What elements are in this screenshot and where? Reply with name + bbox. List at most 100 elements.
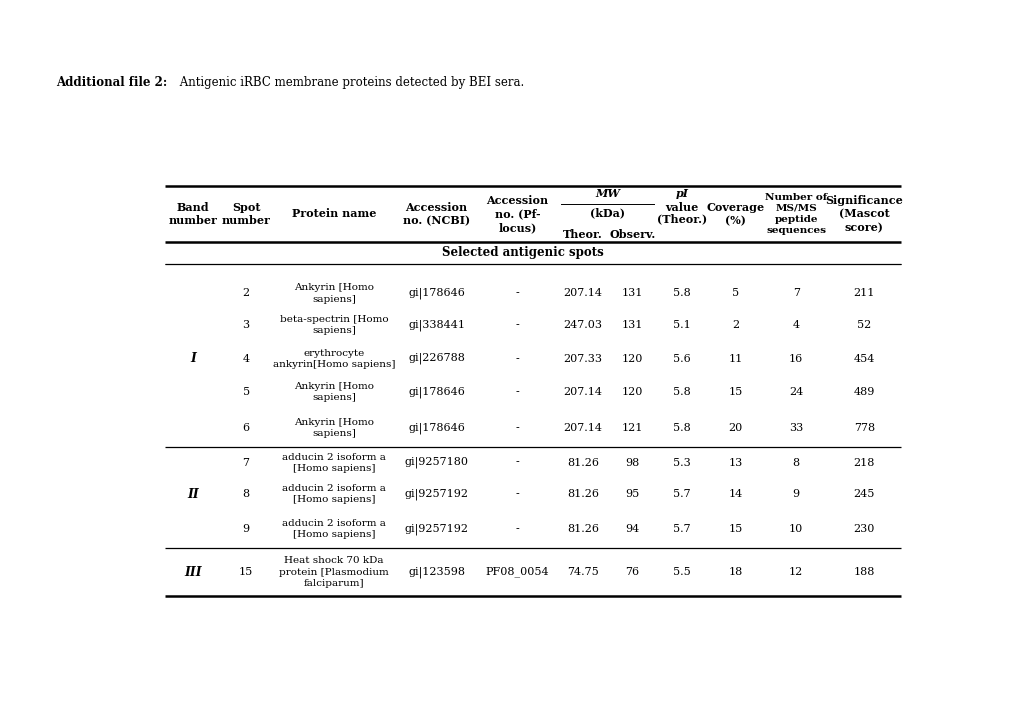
Text: Band
number: Band number (168, 202, 217, 226)
Text: 5: 5 (732, 289, 739, 299)
Text: 4: 4 (792, 320, 799, 330)
Text: 20: 20 (728, 423, 742, 433)
Text: 120: 120 (622, 387, 643, 397)
Text: 11: 11 (728, 354, 742, 364)
Text: III: III (184, 565, 202, 579)
Text: gi|338441: gi|338441 (408, 320, 465, 331)
Text: Antigenic iRBC membrane proteins detected by BEI sera.: Antigenic iRBC membrane proteins detecte… (176, 76, 524, 89)
Text: 33: 33 (789, 423, 803, 433)
Text: 2: 2 (732, 320, 739, 330)
Text: erythrocyte
ankyrin[Homo sapiens]: erythrocyte ankyrin[Homo sapiens] (272, 348, 394, 369)
Text: 5.8: 5.8 (673, 387, 690, 397)
Text: 74.75: 74.75 (567, 567, 598, 577)
Text: 10: 10 (789, 524, 803, 534)
Text: 5.5: 5.5 (673, 567, 690, 577)
Text: 81.26: 81.26 (567, 490, 598, 500)
Text: (Theor.): (Theor.) (656, 213, 706, 224)
Text: 16: 16 (789, 354, 803, 364)
Text: 95: 95 (625, 490, 639, 500)
Text: 8: 8 (792, 458, 799, 467)
Text: Heat shock 70 kDa
protein [Plasmodium
falciparum]: Heat shock 70 kDa protein [Plasmodium fa… (278, 557, 388, 588)
Text: 247.03: 247.03 (564, 320, 602, 330)
Text: 15: 15 (728, 387, 742, 397)
Text: 207.33: 207.33 (564, 354, 602, 364)
Text: Ankyrin [Homo
sapiens]: Ankyrin [Homo sapiens] (293, 382, 373, 402)
Text: II: II (187, 488, 199, 501)
Text: Ankyrin [Homo
sapiens]: Ankyrin [Homo sapiens] (293, 284, 373, 304)
Text: 98: 98 (625, 458, 639, 467)
Text: -: - (516, 423, 519, 433)
Text: 5: 5 (243, 387, 250, 397)
Text: Number of
MS/MS
peptide
sequences: Number of MS/MS peptide sequences (764, 193, 826, 235)
Text: 5.6: 5.6 (673, 354, 690, 364)
Text: 8: 8 (243, 490, 250, 500)
Text: 18: 18 (728, 567, 742, 577)
Text: adducin 2 isoform a
[Homo sapiens]: adducin 2 isoform a [Homo sapiens] (281, 452, 385, 472)
Text: -: - (516, 387, 519, 397)
Text: Significance
(Mascot
score): Significance (Mascot score) (824, 194, 902, 233)
Text: 5.8: 5.8 (673, 289, 690, 299)
Text: gi|178646: gi|178646 (408, 387, 465, 398)
Text: 5.7: 5.7 (673, 490, 690, 500)
Text: 230: 230 (853, 524, 874, 534)
Text: 211: 211 (853, 289, 874, 299)
Text: 15: 15 (728, 524, 742, 534)
Text: 2: 2 (243, 289, 250, 299)
Text: gi|226788: gi|226788 (408, 353, 465, 364)
Text: 52: 52 (856, 320, 870, 330)
Text: PF08_0054: PF08_0054 (485, 567, 549, 577)
Text: 4: 4 (243, 354, 250, 364)
Text: 218: 218 (853, 458, 874, 467)
Text: -: - (516, 289, 519, 299)
Text: -: - (516, 458, 519, 467)
Text: 9: 9 (243, 524, 250, 534)
Text: Protein name: Protein name (291, 208, 376, 220)
Text: 131: 131 (622, 320, 643, 330)
Text: value: value (664, 202, 698, 212)
Text: -: - (516, 524, 519, 534)
Text: Spot
number: Spot number (221, 202, 270, 226)
Text: 9: 9 (792, 490, 799, 500)
Text: Additional file 2:: Additional file 2: (56, 76, 167, 89)
Text: 14: 14 (728, 490, 742, 500)
Text: I: I (190, 352, 196, 365)
Text: -: - (516, 490, 519, 500)
Text: 120: 120 (622, 354, 643, 364)
Text: gi|9257192: gi|9257192 (405, 489, 468, 500)
Text: 121: 121 (622, 423, 643, 433)
Text: Observ.: Observ. (609, 229, 655, 240)
Text: MW: MW (595, 188, 620, 199)
Text: 5.3: 5.3 (673, 458, 690, 467)
Text: 13: 13 (728, 458, 742, 467)
Text: 5.7: 5.7 (673, 524, 690, 534)
Text: 7: 7 (792, 289, 799, 299)
Text: adducin 2 isoform a
[Homo sapiens]: adducin 2 isoform a [Homo sapiens] (281, 485, 385, 505)
Text: 131: 131 (622, 289, 643, 299)
Text: 3: 3 (243, 320, 250, 330)
Text: Accession
no. (NCBI): Accession no. (NCBI) (403, 202, 470, 226)
Text: -: - (516, 354, 519, 364)
Text: adducin 2 isoform a
[Homo sapiens]: adducin 2 isoform a [Homo sapiens] (281, 519, 385, 539)
Text: 778: 778 (853, 423, 874, 433)
Text: 24: 24 (789, 387, 803, 397)
Text: 6: 6 (243, 423, 250, 433)
Text: pI: pI (675, 188, 688, 199)
Text: gi|178646: gi|178646 (408, 288, 465, 300)
Text: gi|9257192: gi|9257192 (405, 523, 468, 535)
Text: 207.14: 207.14 (564, 423, 602, 433)
Text: 81.26: 81.26 (567, 458, 598, 467)
Text: 5.8: 5.8 (673, 423, 690, 433)
Text: Coverage
(%): Coverage (%) (706, 202, 764, 226)
Text: (kDa): (kDa) (590, 207, 625, 218)
Text: -: - (516, 320, 519, 330)
Text: 12: 12 (789, 567, 803, 577)
Text: gi|9257180: gi|9257180 (405, 456, 468, 468)
Text: 245: 245 (853, 490, 874, 500)
Text: 207.14: 207.14 (564, 289, 602, 299)
Text: Theor.: Theor. (562, 229, 602, 240)
Text: 7: 7 (243, 458, 250, 467)
Text: 489: 489 (853, 387, 874, 397)
Text: Ankyrin [Homo
sapiens]: Ankyrin [Homo sapiens] (293, 418, 373, 438)
Text: gi|123598: gi|123598 (408, 567, 465, 578)
Text: 76: 76 (625, 567, 639, 577)
